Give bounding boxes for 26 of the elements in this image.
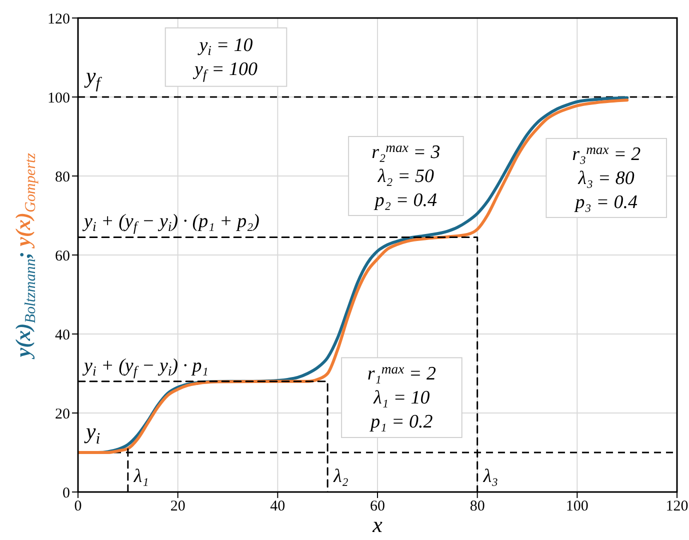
x-axis-title: x — [372, 512, 383, 537]
annotation: λ₂ — [332, 466, 349, 487]
x-tick-label: 40 — [270, 498, 286, 515]
y-tick-label: 60 — [55, 248, 70, 264]
y-tick-label: 100 — [48, 90, 70, 106]
annotation: y$_{i}$ + (y$_{f}$ − y$_{i}$) · (p₁ + p₂) — [82, 211, 260, 234]
annotation: y$_{i}$ + (y$_{f}$ − y$_{i}$) · p₁ — [82, 355, 208, 379]
annotation: r₁$^{max}$ = 2 λ₁ = 10 p₁ = 0.2 — [367, 361, 437, 433]
annotation: y$_{i}$ = 10 y$_{f}$ = 100 — [192, 35, 258, 82]
annotation: λ₁ — [132, 466, 149, 487]
annotation: r₃$^{max}$ = 2 λ₃ = 80 p₃ = 0.4 — [572, 142, 642, 213]
ref-line-label: y$_{i}$ — [84, 418, 100, 448]
y-tick-label: 0 — [62, 485, 70, 502]
x-tick-label: 100 — [566, 498, 588, 515]
x-tick-label: 0 — [74, 498, 82, 515]
y-tick-label: 120 — [48, 11, 70, 28]
y-tick-label: 20 — [55, 406, 70, 422]
x-tick-label: 20 — [170, 498, 186, 515]
x-tick-label: 80 — [470, 498, 485, 515]
annotation: r₂$^{max}$ = 3 λ₂ = 50 p₂ = 0.4 — [372, 140, 440, 211]
y-tick-label: 80 — [55, 169, 70, 186]
ref-line-label: y$_{f}$ — [84, 63, 103, 92]
x-tick-label: 60 — [370, 498, 385, 515]
annotation: λ₃ — [482, 466, 498, 487]
y-tick-label: 40 — [55, 327, 70, 344]
x-tick-label: 120 — [666, 498, 688, 515]
